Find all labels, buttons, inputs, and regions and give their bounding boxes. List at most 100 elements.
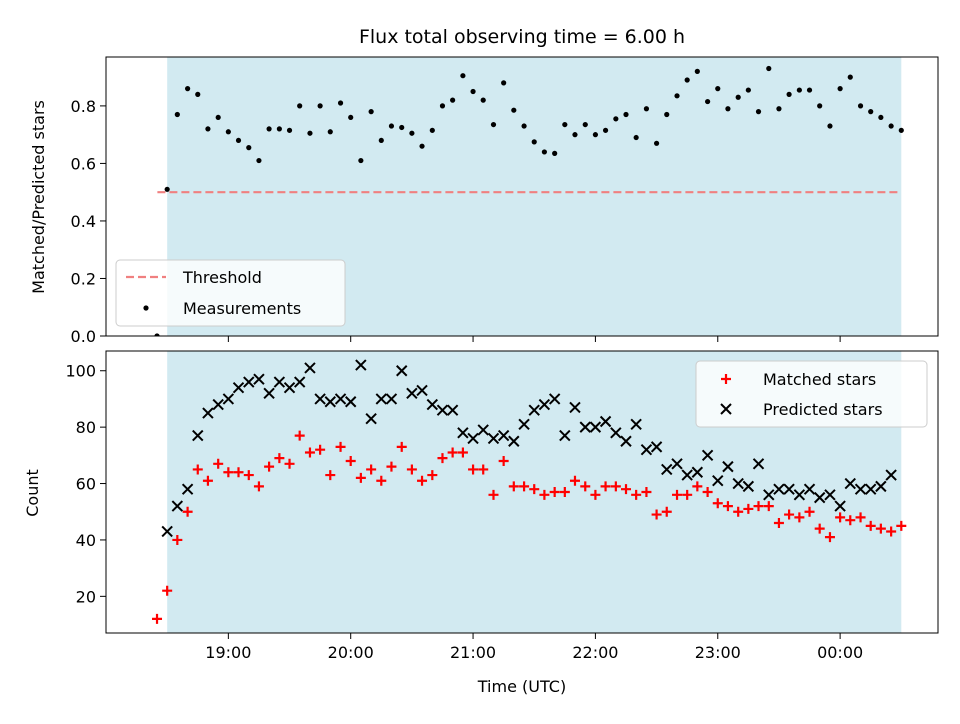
measurement-point (755, 109, 762, 115)
measurement-point (286, 127, 293, 133)
predicted-star-point (589, 421, 602, 433)
bottom-legend: Matched stars Predicted stars (695, 360, 928, 428)
predicted-star-point (406, 387, 418, 400)
measurement-point (664, 111, 670, 118)
top-legend: Threshold Measurements (115, 259, 346, 327)
measurement-point (185, 86, 191, 92)
predicted-star-point (630, 418, 642, 431)
x-tick-label: 00:00 (817, 643, 863, 662)
matched-star-point (182, 506, 193, 517)
predicted-star-point (192, 429, 204, 442)
matched-star-point (192, 464, 203, 475)
measurement-point (847, 74, 853, 80)
predicted-star-point (671, 458, 683, 470)
predicted-star-point (304, 362, 316, 374)
measurement-point (898, 127, 904, 133)
matched-star-point (386, 461, 397, 472)
x-tick-label: 21:00 (450, 643, 496, 662)
matched-star-point (865, 520, 876, 531)
measurement-point (745, 87, 751, 93)
predicted-star-point (375, 393, 388, 405)
matched-star-point (488, 489, 499, 500)
predicted-star-point (854, 483, 867, 495)
matched-star-point (447, 447, 458, 458)
predicted-star-point (712, 475, 724, 487)
matched-star-point (580, 481, 591, 492)
legend-box (115, 259, 346, 327)
matched-star-point (498, 455, 509, 466)
measurement-point (164, 186, 170, 192)
predicted-star-point (722, 460, 734, 473)
predicted-star-point (620, 435, 632, 447)
legend-predicted-label: Predicted stars (763, 400, 883, 419)
predicted-star-point (793, 489, 806, 501)
measurement-point (439, 103, 446, 109)
measurement-point (378, 137, 384, 144)
measurement-point (623, 111, 629, 118)
count-panel: 20 40 60 80 100 19:00 20:00 21:00 22:00 23:00 00:0… (65, 350, 939, 662)
legend-measurement-swatch (143, 305, 149, 311)
measurement-point (592, 132, 599, 138)
matched-star-point (325, 470, 336, 481)
matched-star-point (702, 487, 713, 497)
measurement-point (450, 97, 456, 103)
legend-predicted-swatch (720, 403, 732, 415)
matched-star-point (549, 487, 560, 497)
measurement-point (215, 114, 221, 121)
predicted-star-point (202, 407, 214, 419)
measurement-point (857, 103, 864, 109)
measurement-point (419, 143, 425, 149)
y-tick-label: 0.2 (71, 269, 96, 288)
measurement-point (878, 114, 884, 121)
measurement-point (327, 129, 333, 135)
predicted-star-point (253, 373, 265, 385)
measurement-point (653, 140, 660, 146)
matched-star-point (794, 512, 805, 523)
measurement-point (297, 103, 303, 109)
measurement-point (633, 134, 639, 141)
matched-star-point (875, 523, 886, 534)
plot-area (154, 65, 904, 336)
predicted-star-point (752, 458, 765, 470)
predicted-star-point (222, 393, 235, 405)
matched-star-point (304, 447, 315, 458)
matched-star-point (784, 509, 795, 520)
matched-star-point (355, 472, 366, 483)
measurement-point (827, 123, 833, 129)
matched-star-point (569, 475, 580, 486)
predicted-star-point (446, 404, 459, 416)
measurement-point (725, 106, 731, 112)
matched-star-point (610, 481, 621, 492)
predicted-star-point (610, 427, 622, 439)
top-y-axis-label: Matched/Predicted stars (29, 100, 48, 294)
predicted-star-point (487, 432, 500, 445)
predicted-star-point (844, 477, 856, 490)
matched-star-point (559, 487, 570, 497)
matched-star-point (152, 613, 163, 624)
matched-star-point (682, 489, 693, 500)
measurement-point (235, 137, 242, 144)
predicted-star-point (864, 483, 877, 495)
matched-star-point (855, 512, 866, 523)
measurement-point (511, 107, 517, 113)
measurement-point (735, 94, 741, 100)
predicted-star-point (497, 429, 510, 442)
predicted-star-point (691, 466, 704, 478)
legend-box (695, 360, 928, 428)
predicted-star-point (396, 365, 408, 377)
matched-star-point (641, 487, 652, 497)
measurement-point (582, 121, 588, 128)
matched-star-point (253, 481, 264, 492)
measurement-point (246, 145, 252, 151)
predicted-star-point (477, 424, 489, 436)
predicted-star-point (640, 443, 653, 456)
measurement-point (225, 129, 231, 135)
predicted-star-point (283, 381, 296, 394)
matched-star-point (600, 481, 611, 492)
measurement-point (705, 98, 711, 105)
measurement-point (460, 73, 466, 79)
measurement-point (868, 109, 874, 115)
predicted-star-point (783, 483, 795, 495)
measurement-point (643, 106, 650, 112)
measurement-point (368, 109, 374, 115)
